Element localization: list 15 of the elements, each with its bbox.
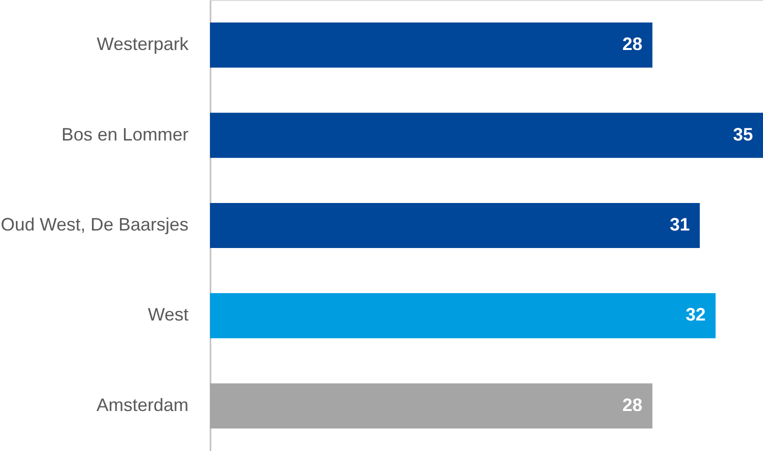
y-tick-label: Oud West, De Baarsjes [0, 214, 188, 234]
data-label: 31 [670, 214, 690, 234]
bar [210, 22, 652, 68]
bar [210, 112, 763, 158]
bar [210, 202, 700, 248]
bar [210, 293, 716, 338]
y-tick-label: Amsterdam [96, 394, 188, 415]
data-label: 28 [622, 34, 642, 54]
y-tick-label: Westerpark [96, 34, 190, 54]
data-label: 28 [622, 394, 642, 415]
data-label: 32 [686, 304, 706, 325]
data-label: 35 [732, 124, 753, 144]
y-tick-label: Bos en Lommer [61, 124, 188, 144]
y-tick-label: West [148, 304, 188, 325]
bar [210, 383, 652, 428]
